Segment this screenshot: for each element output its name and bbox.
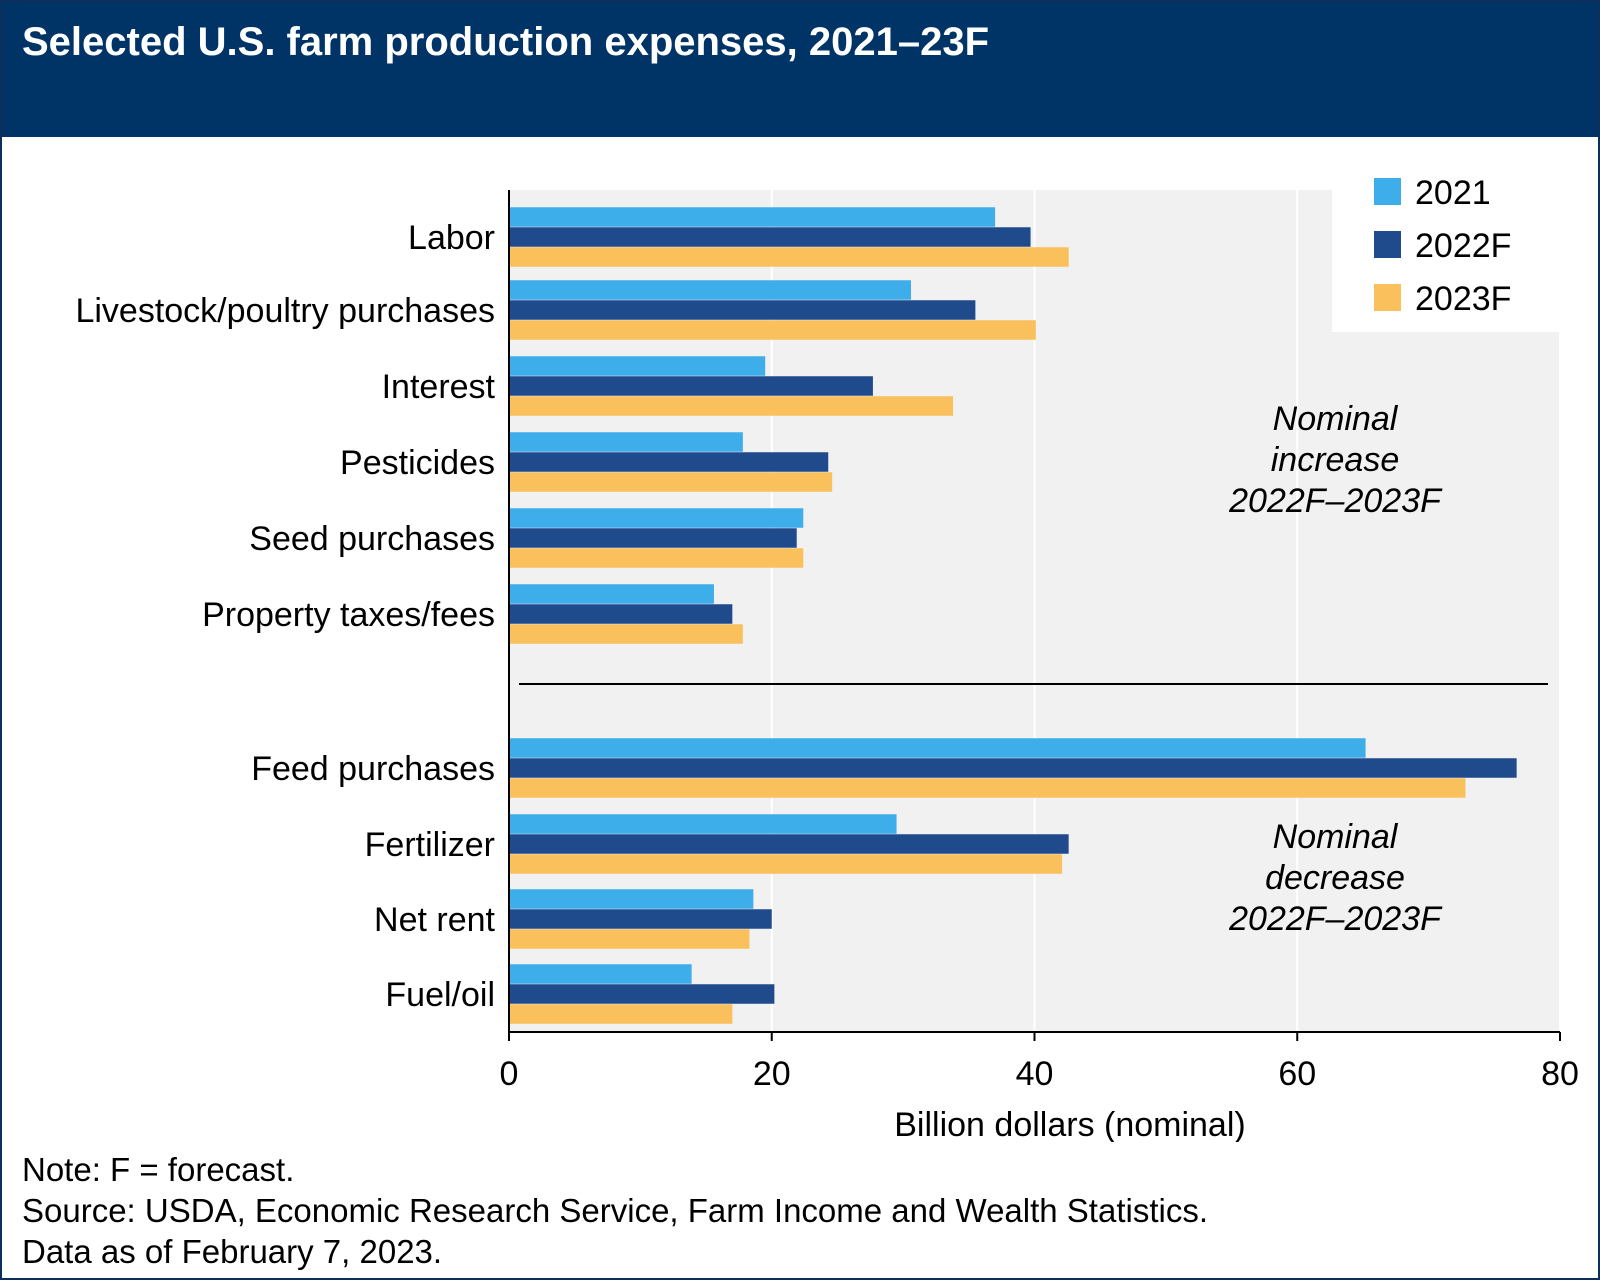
- note-date: Data as of February 7, 2023.: [22, 1233, 443, 1270]
- legend-background: [1332, 170, 1560, 332]
- x-tick-label: 40: [1016, 1055, 1054, 1093]
- x-axis-title: Billion dollars (nominal): [894, 1106, 1245, 1142]
- category-label: Seed purchases: [249, 520, 495, 558]
- bar-pesticides-2021: [509, 432, 743, 452]
- x-tick-label: 20: [753, 1055, 791, 1093]
- category-label: Livestock/poultry purchases: [75, 292, 495, 330]
- bar-livestock-poultry-purchases-2023F: [509, 320, 1036, 340]
- category-label: Interest: [382, 368, 496, 406]
- bar-net-rent-2021: [509, 889, 754, 909]
- category-label: Net rent: [374, 901, 495, 939]
- notes: Note: F = forecast. Source: USDA, Econom…: [22, 1149, 1208, 1272]
- chart-title: Selected U.S. farm production expenses, …: [22, 20, 990, 64]
- category-label: Labor: [408, 219, 495, 257]
- group-annotation-decrease: Nominal: [1273, 818, 1399, 856]
- legend-label-2021: 2021: [1415, 174, 1491, 212]
- bar-interest-2021: [509, 356, 766, 376]
- bar-property-taxes-fees-2022F: [509, 604, 733, 624]
- x-tick-label: 60: [1278, 1055, 1316, 1093]
- note-forecast: Note: F = forecast.: [22, 1151, 295, 1188]
- category-label: Fertilizer: [365, 826, 495, 864]
- bar-chart: 2021 2022F 2023F Labor Livestock/poultry pur…: [75, 170, 1579, 1142]
- bar-property-taxes-fees-2023F: [509, 624, 743, 644]
- bar-feed-purchases-2023F: [509, 778, 1466, 798]
- note-source: Source: USDA, Economic Research Service,…: [22, 1192, 1209, 1229]
- legend-label-2022F: 2022F: [1415, 227, 1511, 265]
- title-bar: Selected U.S. farm production expenses, …: [2, 2, 1598, 137]
- bar-net-rent-2023F: [509, 929, 750, 949]
- bar-fertilizer-2023F: [509, 854, 1063, 874]
- bar-interest-2023F: [509, 396, 954, 416]
- bar-feed-purchases-2022F: [509, 758, 1517, 778]
- group-annotation-decrease: 2022F–2023F: [1228, 900, 1443, 938]
- bar-net-rent-2022F: [509, 909, 772, 929]
- bar-fuel-oil-2022F: [509, 984, 775, 1004]
- bar-fertilizer-2022F: [509, 834, 1069, 854]
- group-annotation-increase: Nominal: [1273, 400, 1399, 438]
- bar-seed-purchases-2022F: [509, 528, 797, 548]
- bar-fuel-oil-2023F: [509, 1004, 733, 1024]
- bar-interest-2022F: [509, 376, 873, 396]
- bar-seed-purchases-2023F: [509, 548, 804, 568]
- legend-label-2023F: 2023F: [1415, 280, 1511, 318]
- category-label: Fuel/oil: [385, 976, 495, 1014]
- group-annotation-increase: 2022F–2023F: [1228, 482, 1443, 520]
- bar-fuel-oil-2021: [509, 964, 692, 984]
- category-label: Feed purchases: [251, 750, 495, 788]
- bar-property-taxes-fees-2021: [509, 584, 714, 604]
- bar-labor-2023F: [509, 247, 1069, 267]
- legend-swatch-2021: [1374, 178, 1401, 205]
- category-label: Property taxes/fees: [202, 596, 495, 634]
- bar-feed-purchases-2021: [509, 738, 1366, 758]
- bar-livestock-poultry-purchases-2022F: [509, 300, 976, 320]
- bar-labor-2022F: [509, 227, 1031, 247]
- x-tick-label: 80: [1541, 1055, 1579, 1093]
- category-label: Pesticides: [340, 444, 495, 482]
- legend-swatch-2023F: [1374, 284, 1401, 311]
- bar-pesticides-2023F: [509, 472, 833, 492]
- bar-fertilizer-2021: [509, 814, 897, 834]
- bar-labor-2021: [509, 207, 996, 227]
- bar-seed-purchases-2021: [509, 508, 804, 528]
- legend-swatch-2022F: [1374, 231, 1401, 258]
- group-annotation-increase: increase: [1271, 441, 1400, 479]
- bar-livestock-poultry-purchases-2021: [509, 280, 912, 300]
- x-tick-label: 0: [500, 1055, 519, 1093]
- group-annotation-decrease: decrease: [1265, 859, 1405, 897]
- bar-pesticides-2022F: [509, 452, 829, 472]
